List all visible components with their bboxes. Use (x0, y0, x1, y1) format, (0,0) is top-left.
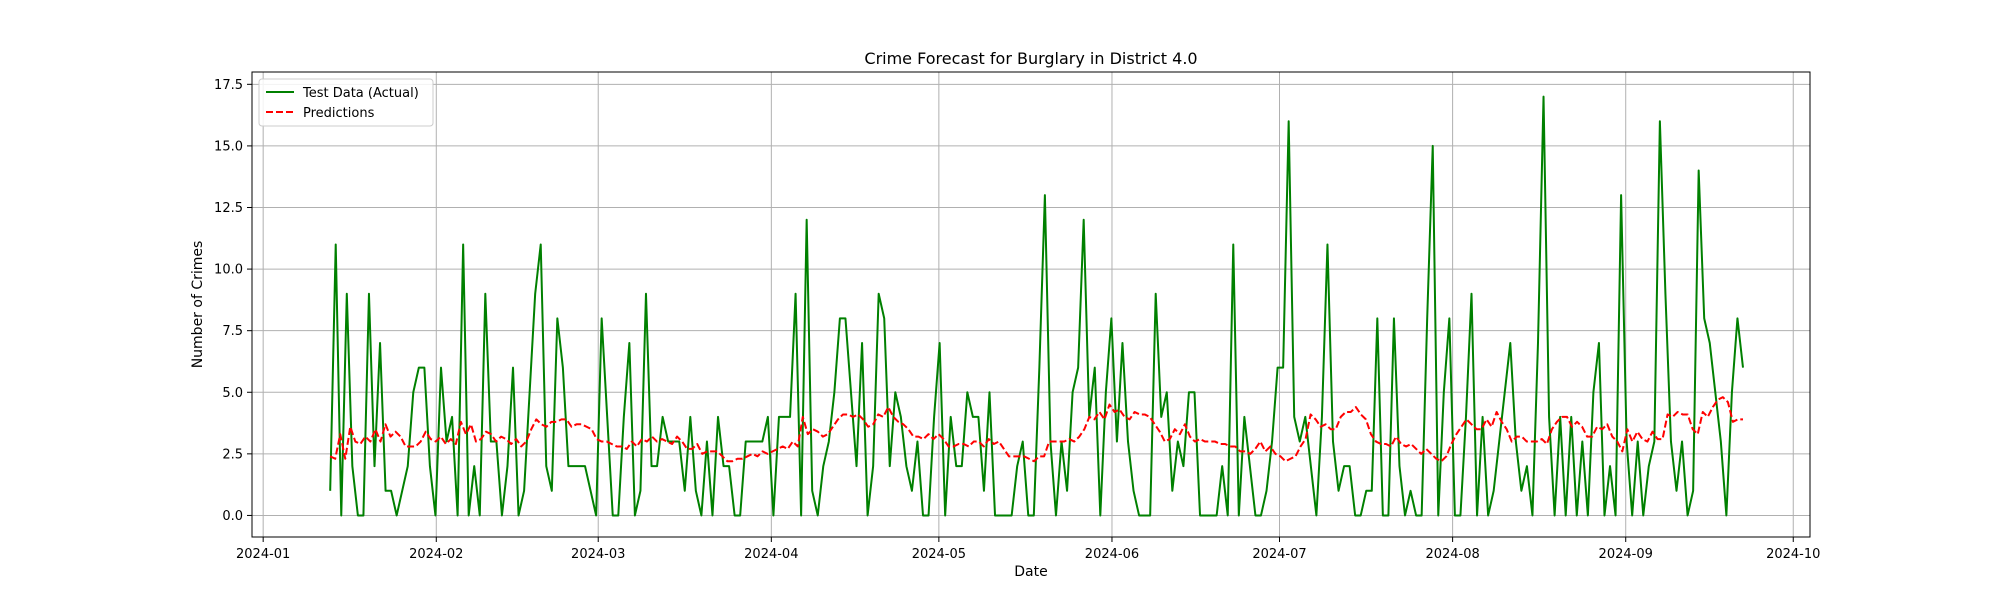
x-tick-label: 2024-09 (1599, 547, 1653, 562)
chart-title: Crime Forecast for Burglary in District … (864, 49, 1197, 68)
y-axis-ticks: 0.0 2.5 5.0 7.5 10.0 12.5 15.0 17.5 (214, 78, 252, 524)
legend-box (258, 78, 434, 127)
legend-label-predictions: Predictions (303, 106, 375, 121)
y-tick-label: 7.5 (222, 324, 243, 339)
x-tick-label: 2024-07 (1252, 547, 1306, 562)
x-tick-label: 2024-10 (1766, 547, 1820, 562)
y-tick-label: 2.5 (222, 447, 243, 462)
x-tick-label: 2024-06 (1085, 547, 1139, 562)
series-line-predictions (329, 396, 1743, 463)
series-lines (329, 95, 1744, 517)
x-tick-label: 2024-05 (912, 547, 966, 562)
y-axis-title: Number of Crimes (190, 241, 206, 369)
plot-frame (251, 71, 1811, 538)
x-tick-label: 2024-08 (1425, 547, 1479, 562)
plot-area (329, 95, 1744, 517)
legend: Test Data (Actual) Predictions (258, 78, 434, 127)
y-tick-label: 15.0 (214, 139, 243, 154)
y-tick-label: 10.0 (214, 263, 243, 278)
legend-label-actual: Test Data (Actual) (302, 86, 419, 101)
x-axis-title: Date (1014, 564, 1047, 580)
x-tick-label: 2024-03 (571, 547, 625, 562)
x-tick-label: 2024-01 (236, 547, 290, 562)
series-line-actual (329, 95, 1744, 517)
y-tick-label: 12.5 (214, 201, 243, 216)
y-tick-label: 5.0 (222, 386, 243, 401)
x-tick-label: 2024-04 (744, 547, 798, 562)
x-tick-label: 2024-02 (409, 547, 463, 562)
x-axis-ticks: 2024-01 2024-02 2024-03 2024-04 2024-05 2024-… (236, 537, 1820, 562)
y-tick-label: 17.5 (214, 78, 243, 93)
y-tick-label: 0.0 (222, 509, 243, 524)
